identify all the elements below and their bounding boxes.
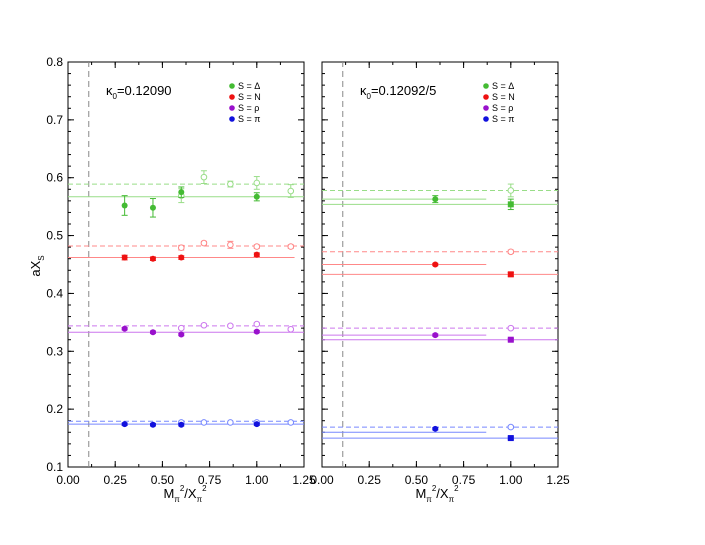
x-tick-label: 0.25 <box>358 473 382 487</box>
open-point <box>253 320 261 328</box>
x-axis-title-left: Mπ2/Xπ2 <box>163 484 207 504</box>
filled-point <box>121 254 128 261</box>
y-tick-label: 0.3 <box>46 344 63 358</box>
open-point <box>507 248 515 256</box>
filled-point <box>432 425 439 432</box>
legend-label: S = ρ <box>238 103 259 113</box>
open-point <box>227 419 234 426</box>
open-point <box>287 419 295 426</box>
filled-point <box>253 421 260 428</box>
filled-point <box>149 421 156 428</box>
filled-point <box>149 329 156 336</box>
kappa-annotation: κ0=0.12092/5 <box>360 83 436 101</box>
open-point <box>507 423 515 431</box>
filled-square-point <box>507 336 514 343</box>
panel-right: 0.00 0.25 0.50 0.75 1.00 1.25 κ0=0.12092/5 S = … <box>310 61 570 487</box>
filled-point <box>253 193 260 200</box>
filled-point <box>432 332 439 339</box>
filled-point <box>178 254 185 261</box>
legend-label: S = Δ <box>238 81 260 91</box>
x-tick-label: 0.75 <box>198 473 222 487</box>
open-point <box>507 324 515 332</box>
filled-point <box>121 325 128 332</box>
legend-label: S = π <box>492 114 514 124</box>
open-point <box>177 324 185 332</box>
legend-marker <box>229 83 235 89</box>
open-point <box>287 187 295 195</box>
open-point <box>200 419 208 426</box>
open-point <box>507 187 515 194</box>
legend-marker <box>229 94 235 100</box>
filled-point <box>149 255 156 262</box>
filled-point <box>432 196 439 203</box>
filled-point <box>253 328 260 335</box>
plot-frame <box>67 61 305 468</box>
open-point <box>227 322 234 330</box>
filled-point <box>121 421 128 428</box>
x-tick-label: 0.75 <box>452 473 476 487</box>
x-tick-label: 1.00 <box>499 473 523 487</box>
open-point <box>227 241 234 249</box>
x-tick-label: 0.50 <box>405 473 429 487</box>
open-point <box>227 180 234 188</box>
open-point <box>200 173 208 181</box>
filled-point <box>178 331 185 338</box>
legend-marker <box>483 116 489 122</box>
y-tick-label: 0.6 <box>46 171 63 185</box>
kappa-annotation: κ0=0.12090 <box>106 83 172 101</box>
x-tick-label: 1.25 <box>292 473 316 487</box>
y-tick-label: 0.1 <box>46 460 63 474</box>
panel-left: 0.00 0.25 0.50 0.75 1.00 1.25 0.1 0.2 0.3 0.4 0.5 0… <box>46 55 316 487</box>
filled-point <box>178 189 185 196</box>
y-axis-title: aXS <box>28 255 46 276</box>
y-tick-label: 0.8 <box>46 55 63 69</box>
x-tick-label: 0.50 <box>151 473 175 487</box>
legend-marker <box>229 105 235 111</box>
legend-marker <box>483 94 489 100</box>
legend-label: S = N <box>238 92 261 102</box>
x-tick-label: 0.25 <box>104 473 128 487</box>
filled-square-point <box>507 201 514 208</box>
open-point <box>253 243 261 250</box>
y-tick-label: 0.7 <box>46 113 63 127</box>
filled-point <box>432 261 439 268</box>
filled-point <box>253 251 260 258</box>
open-point <box>200 321 208 329</box>
filled-square-point <box>507 271 514 278</box>
legend-label: S = ρ <box>492 103 513 113</box>
filled-point <box>178 421 185 428</box>
y-tick-label: 0.5 <box>46 229 63 243</box>
x-tick-label: 1.00 <box>245 473 269 487</box>
x-tick-label: 0.00 <box>310 473 334 487</box>
legend-marker <box>483 83 489 89</box>
x-tick-label: 1.25 <box>546 473 570 487</box>
y-tick-label: 0.4 <box>46 286 63 300</box>
legend-label: S = N <box>492 92 515 102</box>
legend-label: S = π <box>238 114 260 124</box>
legend-marker <box>229 116 235 122</box>
legend-marker <box>483 105 489 111</box>
open-point <box>177 244 185 252</box>
filled-point <box>121 202 128 209</box>
filled-point <box>149 204 156 211</box>
x-axis-title-right: Mπ2/Xπ2 <box>415 484 459 504</box>
open-point <box>287 326 295 333</box>
y-tick-label: 0.2 <box>46 402 63 416</box>
open-point <box>253 179 261 187</box>
legend-label: S = Δ <box>492 81 514 91</box>
open-point <box>200 239 208 247</box>
filled-square-point <box>507 435 514 442</box>
open-point <box>287 243 295 250</box>
x-tick-label: 0.00 <box>56 473 80 487</box>
